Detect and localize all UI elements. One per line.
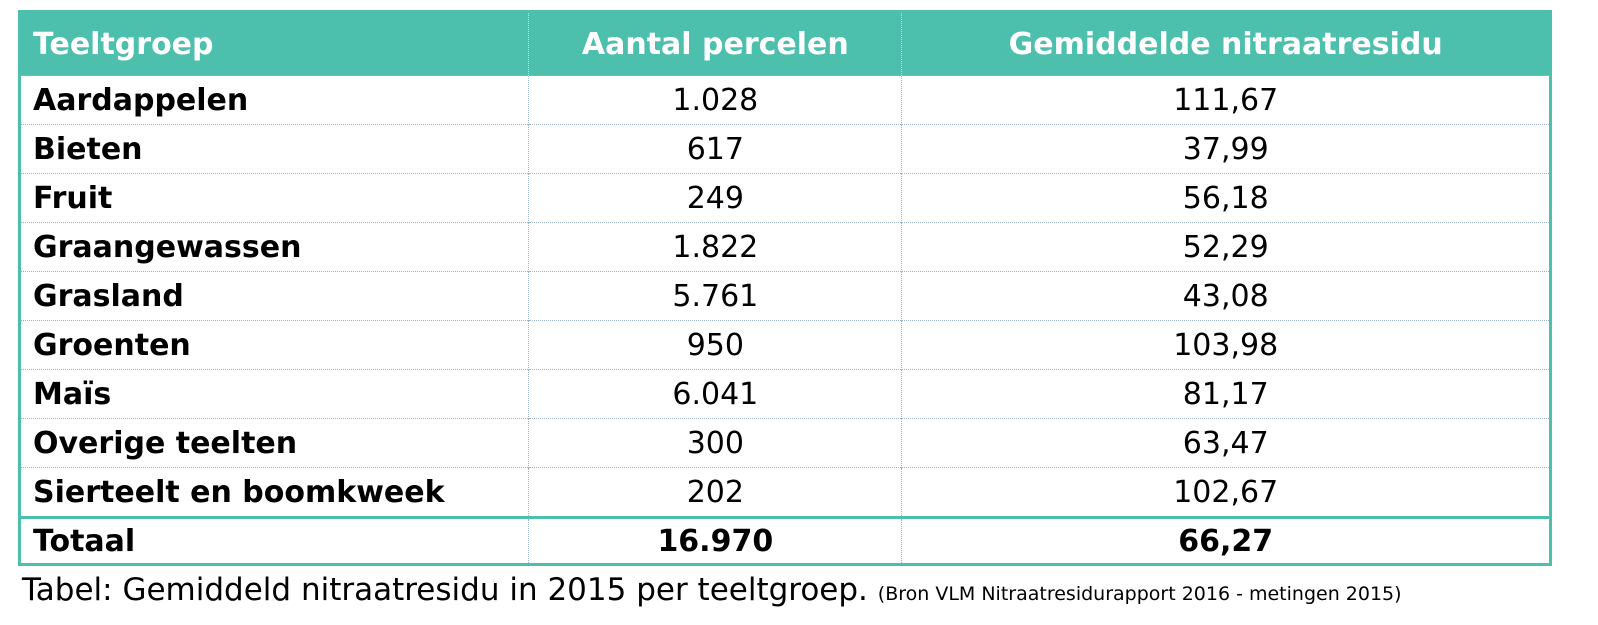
table-row: Overige teelten 300 63,47 bbox=[19, 418, 1551, 468]
table-wrapper: Teeltgroep Aantal percelen Gemiddelde nitr… bbox=[18, 10, 1552, 566]
table-cell: 56,18 bbox=[901, 173, 1551, 223]
table-row: Fruit 249 56,18 bbox=[19, 173, 1551, 223]
total-cell: 66,27 bbox=[901, 516, 1551, 565]
table-cell: 300 bbox=[528, 418, 902, 468]
data-table: Teeltgroep Aantal percelen Gemiddelde nitr… bbox=[18, 10, 1552, 566]
table-body: Aardappelen 1.028 111,67 Bieten 617 37,99 Frui… bbox=[19, 75, 1551, 565]
table-cell: Grasland bbox=[19, 271, 529, 321]
table-cell: 617 bbox=[528, 124, 902, 174]
table-cell: 63,47 bbox=[901, 418, 1551, 468]
table-cell: 950 bbox=[528, 320, 902, 370]
table-cell: 5.761 bbox=[528, 271, 902, 321]
caption-source: (Bron VLM Nitraatresidurapport 2016 - me… bbox=[877, 583, 1402, 605]
table-cell: 43,08 bbox=[901, 271, 1551, 321]
table-cell: Aardappelen bbox=[19, 75, 529, 125]
table-cell: 111,67 bbox=[901, 75, 1551, 125]
header-cell: Teeltgroep bbox=[19, 11, 529, 76]
table-cell: 202 bbox=[528, 467, 902, 518]
table-cell: Overige teelten bbox=[19, 418, 529, 468]
table-cell: Groenten bbox=[19, 320, 529, 370]
table-cell: 1.822 bbox=[528, 222, 902, 272]
header-cell: Gemiddelde nitraatresidu bbox=[901, 11, 1551, 76]
table-cell: Fruit bbox=[19, 173, 529, 223]
table-row: Bieten 617 37,99 bbox=[19, 124, 1551, 174]
table-row: Aardappelen 1.028 111,67 bbox=[19, 75, 1551, 125]
table-row: Grasland 5.761 43,08 bbox=[19, 271, 1551, 321]
caption-text: Tabel: Gemiddeld nitraatresidu in 2015 p… bbox=[22, 572, 868, 608]
table-cell: 6.041 bbox=[528, 369, 902, 419]
caption: Tabel: Gemiddeld nitraatresidu in 2015 p… bbox=[22, 572, 1402, 608]
total-cell: Totaal bbox=[19, 516, 529, 565]
header-cell: Aantal percelen bbox=[528, 11, 902, 76]
table-cell: 81,17 bbox=[901, 369, 1551, 419]
table-cell: 102,67 bbox=[901, 467, 1551, 518]
total-cell: 16.970 bbox=[528, 516, 902, 565]
table-cell: Bieten bbox=[19, 124, 529, 174]
table-row: Sierteelt en boomkweek 202 102,67 bbox=[19, 467, 1551, 518]
table-cell: Sierteelt en boomkweek bbox=[19, 467, 529, 518]
table-cell: 249 bbox=[528, 173, 902, 223]
total-row: Totaal 16.970 66,27 bbox=[19, 516, 1551, 565]
table-cell: 52,29 bbox=[901, 222, 1551, 272]
table-cell: 103,98 bbox=[901, 320, 1551, 370]
table-row: Graangewassen 1.822 52,29 bbox=[19, 222, 1551, 272]
table-row: Groenten 950 103,98 bbox=[19, 320, 1551, 370]
table-row: Maïs 6.041 81,17 bbox=[19, 369, 1551, 419]
table-cell: Maïs bbox=[19, 369, 529, 419]
table-cell: Graangewassen bbox=[19, 222, 529, 272]
header-row: Teeltgroep Aantal percelen Gemiddelde nitr… bbox=[19, 11, 1551, 76]
table-cell: 1.028 bbox=[528, 75, 902, 125]
table-cell: 37,99 bbox=[901, 124, 1551, 174]
